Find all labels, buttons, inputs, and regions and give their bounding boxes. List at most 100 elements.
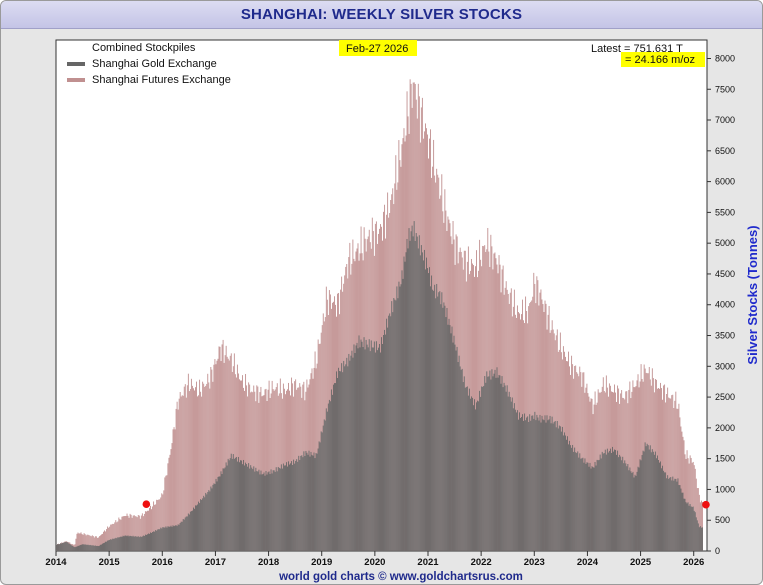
sge-bar-198 xyxy=(258,469,260,551)
combined-bar-103 xyxy=(161,493,163,551)
sge-bar-345 xyxy=(408,228,410,551)
x-tick-label-2015: 2015 xyxy=(99,557,121,568)
sge-bar-176 xyxy=(235,456,237,551)
combined-bar-113 xyxy=(171,443,173,551)
sge-bar-551 xyxy=(619,454,621,551)
combined-bar-29 xyxy=(85,535,87,551)
sge-bar-621 xyxy=(690,506,692,551)
combined-bar-474 xyxy=(540,289,542,551)
sge-bar-1 xyxy=(57,544,58,551)
sge-bar-279 xyxy=(341,363,343,551)
sge-bar-146 xyxy=(205,492,207,551)
combined-bar-94 xyxy=(152,506,154,551)
sge-bar-402 xyxy=(466,386,468,551)
combined-bar-211 xyxy=(271,380,273,551)
sge-bar-543 xyxy=(611,453,612,551)
sge-bar-46 xyxy=(103,543,104,551)
x-tick-label-2025: 2025 xyxy=(630,557,652,568)
combined-bar-87 xyxy=(144,511,146,551)
sge-bar-615 xyxy=(684,498,686,551)
combined-bar-253 xyxy=(314,351,316,551)
sge-bar-598 xyxy=(667,475,669,551)
sge-bar-100 xyxy=(158,529,160,551)
combined-bar-169 xyxy=(228,360,230,551)
sge-bar-403 xyxy=(467,395,469,551)
sge-bar-434 xyxy=(499,375,501,551)
sge-bar-583 xyxy=(651,449,653,551)
sge-bar-180 xyxy=(240,460,241,551)
combined-bar-38 xyxy=(94,536,96,551)
sge-bar-150 xyxy=(209,491,211,551)
sge-bar-273 xyxy=(335,383,336,551)
sge-bar-582 xyxy=(650,452,652,551)
sge-bar-18 xyxy=(74,547,76,551)
sge-bar-421 xyxy=(486,371,488,551)
sge-bar-257 xyxy=(318,441,320,551)
sge-bar-624 xyxy=(693,510,695,551)
sge-bar-502 xyxy=(569,440,570,551)
sge-bar-31 xyxy=(87,544,89,551)
sge-bar-50 xyxy=(107,540,109,551)
sge-bar-268 xyxy=(329,401,331,551)
sge-bar-295 xyxy=(357,348,359,551)
y-tick-label-2000: 2000 xyxy=(715,423,735,433)
sge-bar-186 xyxy=(246,464,248,551)
sge-bar-495 xyxy=(561,426,563,551)
y-tick-label-6000: 6000 xyxy=(715,177,735,187)
sge-bar-139 xyxy=(198,501,200,551)
combined-bar-27 xyxy=(83,533,85,551)
sge-bar-539 xyxy=(606,448,608,551)
combined-bar-96 xyxy=(154,504,156,551)
sge-bar-182 xyxy=(242,464,243,551)
sge-bar-573 xyxy=(641,455,643,551)
combined-bar-135 xyxy=(194,390,195,551)
sge-bar-152 xyxy=(211,488,213,551)
sge-bar-72 xyxy=(129,535,131,551)
sge-bar-74 xyxy=(131,536,133,551)
sge-bar-42 xyxy=(98,545,100,551)
combined-bar-66 xyxy=(123,516,125,551)
sge-bar-519 xyxy=(586,462,588,551)
sge-bar-400 xyxy=(464,387,466,551)
sge-bar-6 xyxy=(62,542,64,551)
combined-bar-70 xyxy=(127,515,129,551)
combined-bar-40 xyxy=(96,537,98,551)
sge-bar-604 xyxy=(673,480,675,551)
sge-bar-620 xyxy=(689,504,691,551)
sge-bar-199 xyxy=(259,474,261,551)
sge-bar-537 xyxy=(604,449,606,551)
sge-bar-153 xyxy=(212,484,214,551)
sge-bar-221 xyxy=(281,468,283,551)
sge-bar-359 xyxy=(422,260,424,551)
sge-bar-158 xyxy=(217,476,219,551)
sge-bar-256 xyxy=(317,448,319,551)
sge-bar-337 xyxy=(400,284,402,551)
sge-bar-610 xyxy=(679,485,681,551)
sge-bar-136 xyxy=(195,505,196,551)
combined-bar-602 xyxy=(671,395,673,551)
combined-bar-202 xyxy=(262,395,264,551)
sge-bar-524 xyxy=(591,466,593,551)
sge-bar-389 xyxy=(453,335,455,551)
sge-bar-515 xyxy=(582,457,584,551)
sge-bar-135 xyxy=(194,508,195,551)
sge-bar-541 xyxy=(608,450,610,551)
sge-bar-630 xyxy=(699,526,701,551)
combined-bar-95 xyxy=(153,501,155,551)
combined-bar-144 xyxy=(203,383,205,551)
sge-bar-130 xyxy=(188,514,190,551)
latest-oz-label: = 24.166 m/oz xyxy=(625,54,695,66)
sge-bar-477 xyxy=(543,420,545,551)
combined-bar-564 xyxy=(632,380,634,551)
sge-bar-481 xyxy=(547,420,549,551)
combined-bar-119 xyxy=(177,409,179,551)
combined-bar-92 xyxy=(150,505,151,551)
sge-bar-414 xyxy=(479,390,481,551)
sge-bar-352 xyxy=(415,233,417,551)
sge-bar-535 xyxy=(602,453,604,551)
sge-bar-242 xyxy=(303,451,305,551)
combined-bar-569 xyxy=(637,374,639,551)
combined-bar-48 xyxy=(105,531,107,551)
sge-bar-309 xyxy=(371,347,373,551)
sge-bar-84 xyxy=(141,536,143,551)
